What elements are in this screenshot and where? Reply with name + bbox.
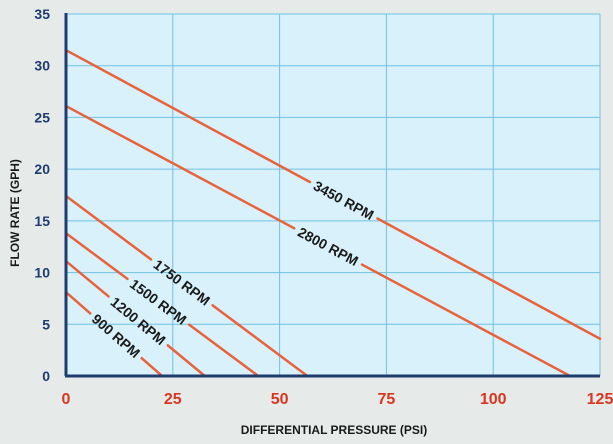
y-tick-label: 15 (34, 213, 50, 229)
y-tick-label: 10 (34, 265, 50, 281)
series-line-2800-rpm (64, 104, 296, 230)
y-axis-title: FLOW RATE (GPH) (8, 159, 22, 267)
series-line-1750-rpm (64, 194, 153, 261)
plot-area (66, 14, 600, 376)
series-line-1200-rpm (166, 344, 207, 378)
series-line-1500-rpm (187, 323, 260, 378)
series-line-900-rpm (64, 290, 92, 315)
x-tick-label: 75 (378, 391, 396, 408)
x-tick-label: 25 (164, 391, 182, 408)
series-line-1750-rpm (211, 304, 309, 378)
x-tick-label: 0 (62, 391, 71, 408)
x-tick-label: 100 (480, 391, 507, 408)
tick-labels: 0 25 50 75 100 125 0 5 10 15 20 25 30 35 (34, 6, 613, 408)
axes (64, 13, 600, 378)
y-tick-label: 35 (34, 6, 50, 22)
y-tick-label: 20 (34, 161, 50, 177)
x-tick-label: 125 (587, 391, 613, 408)
series-line-3450-rpm (64, 48, 312, 184)
y-tick-label: 5 (42, 316, 50, 332)
series-line-3450-rpm (376, 217, 602, 341)
series-line-1500-rpm (64, 232, 129, 281)
series-line-2800-rpm (360, 263, 572, 378)
x-tick-label: 50 (271, 391, 289, 408)
grid-lines (66, 13, 601, 376)
y-tick-label: 25 (34, 109, 50, 125)
series-line-900-rpm (140, 356, 164, 378)
y-tick-label: 0 (42, 368, 50, 384)
y-tick-label: 30 (34, 58, 50, 74)
series-lines (64, 48, 602, 378)
series-line-1200-rpm (64, 259, 110, 298)
x-axis-title: DIFFERENTIAL PRESSURE (PSI) (241, 423, 427, 437)
